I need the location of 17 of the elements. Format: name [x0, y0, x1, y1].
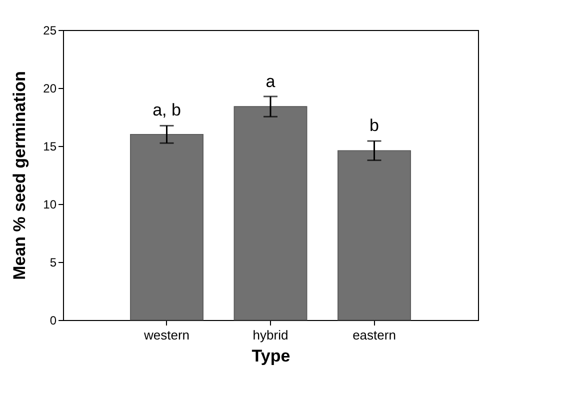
bar — [234, 106, 308, 320]
bar — [338, 150, 411, 320]
y-tick-label: 25 — [43, 24, 57, 38]
x-tick-label: eastern — [352, 328, 396, 342]
y-tick-label: 0 — [50, 314, 57, 328]
y-tick-label: 15 — [43, 140, 57, 154]
y-tick-label: 5 — [50, 256, 57, 270]
y-tick-label: 10 — [43, 198, 57, 212]
annotation: a — [266, 72, 276, 92]
y-tick-label: 20 — [43, 82, 57, 96]
bar — [130, 134, 204, 320]
y-axis-title: Mean % seed germination — [10, 71, 30, 280]
x-tick-label: hybrid — [252, 328, 288, 342]
x-axis-title: Type — [252, 346, 290, 366]
annotation: b — [370, 116, 379, 136]
x-tick-label: western — [142, 328, 190, 342]
annotation: a, b — [152, 100, 181, 120]
